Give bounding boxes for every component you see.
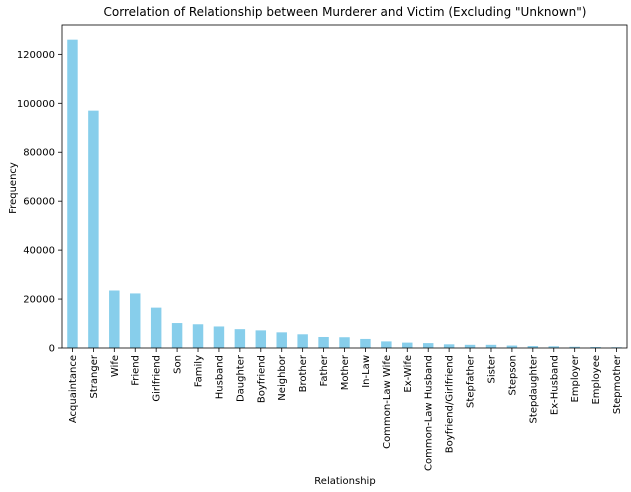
y-tick-label: 120000 [17, 50, 55, 61]
x-tick-label: Sister [486, 354, 497, 383]
bar [109, 290, 120, 348]
y-tick-label: 0 [49, 344, 55, 355]
x-tick-label: Brother [298, 354, 309, 392]
bar [171, 323, 183, 348]
bar [527, 346, 539, 348]
x-tick-label: Neighbor [277, 354, 288, 401]
chart-title: Correlation of Relationship between Murd… [104, 5, 587, 19]
x-tick-label: Son [173, 355, 184, 374]
bar [88, 110, 99, 348]
bar [569, 346, 580, 348]
y-axis: 0 20000 40000 60000 80000 100000 120000 [17, 50, 62, 355]
x-tick-label: In-Law [361, 355, 372, 388]
x-tick-label: Ex-Wife [403, 355, 414, 393]
y-tick-label: 60000 [23, 197, 55, 208]
x-tick-label: Ex-Husband [549, 355, 560, 415]
x-tick-label: Girlfriend [152, 355, 163, 402]
x-tick-label: Family [194, 355, 205, 387]
y-tick-label: 20000 [23, 295, 55, 306]
x-tick-label: Stepfather [466, 354, 477, 408]
x-tick-label: Common-Law Husband [424, 355, 435, 471]
bar [150, 307, 162, 348]
x-tick-label: Employer [570, 354, 581, 402]
x-tick-label: Stepson [507, 355, 518, 395]
bar [422, 343, 434, 348]
bar [548, 346, 559, 348]
bar [213, 326, 225, 348]
bar [192, 324, 204, 348]
y-tick-label: 80000 [23, 148, 55, 159]
x-tick-label: Common-Law Wife [382, 355, 393, 449]
x-tick-label: Stepdaughter [528, 354, 539, 423]
x-tick-label: Stranger [89, 354, 100, 398]
bar [339, 337, 350, 348]
x-tick-label: Boyfriend [256, 355, 267, 403]
bar [464, 344, 476, 348]
plot-area [61, 24, 628, 349]
bar [402, 342, 413, 348]
x-tick-label: Friend [131, 355, 142, 386]
bar [255, 330, 267, 348]
bar [590, 347, 601, 348]
bar [443, 344, 455, 348]
x-axis: Acquaintance Stranger Wife Friend Girlfriend… [68, 348, 623, 471]
bar [318, 336, 329, 348]
bar [234, 329, 246, 348]
bar [67, 39, 78, 348]
x-tick-label: Daughter [235, 354, 246, 402]
bar [506, 345, 518, 348]
x-tick-label: Father [319, 354, 330, 386]
x-tick-label: Mother [340, 354, 351, 390]
x-tick-label: Employee [591, 355, 602, 405]
x-tick-label: Boyfriend/Girlfriend [445, 355, 456, 453]
y-axis-label: Frequency [8, 162, 19, 214]
bar [130, 293, 141, 348]
x-tick-label: Stepmother [612, 354, 623, 414]
x-tick-label: Wife [110, 355, 121, 377]
x-axis-label: Relationship [314, 476, 375, 487]
bar [297, 334, 308, 348]
bar [360, 338, 371, 348]
x-tick-label: Husband [214, 355, 225, 399]
x-tick-label: Acquaintance [68, 355, 79, 423]
y-tick-label: 100000 [17, 99, 55, 110]
bar [381, 341, 392, 348]
bar [485, 344, 497, 348]
bar [276, 332, 287, 348]
y-tick-label: 40000 [23, 246, 55, 257]
plot-frame [61, 24, 628, 349]
